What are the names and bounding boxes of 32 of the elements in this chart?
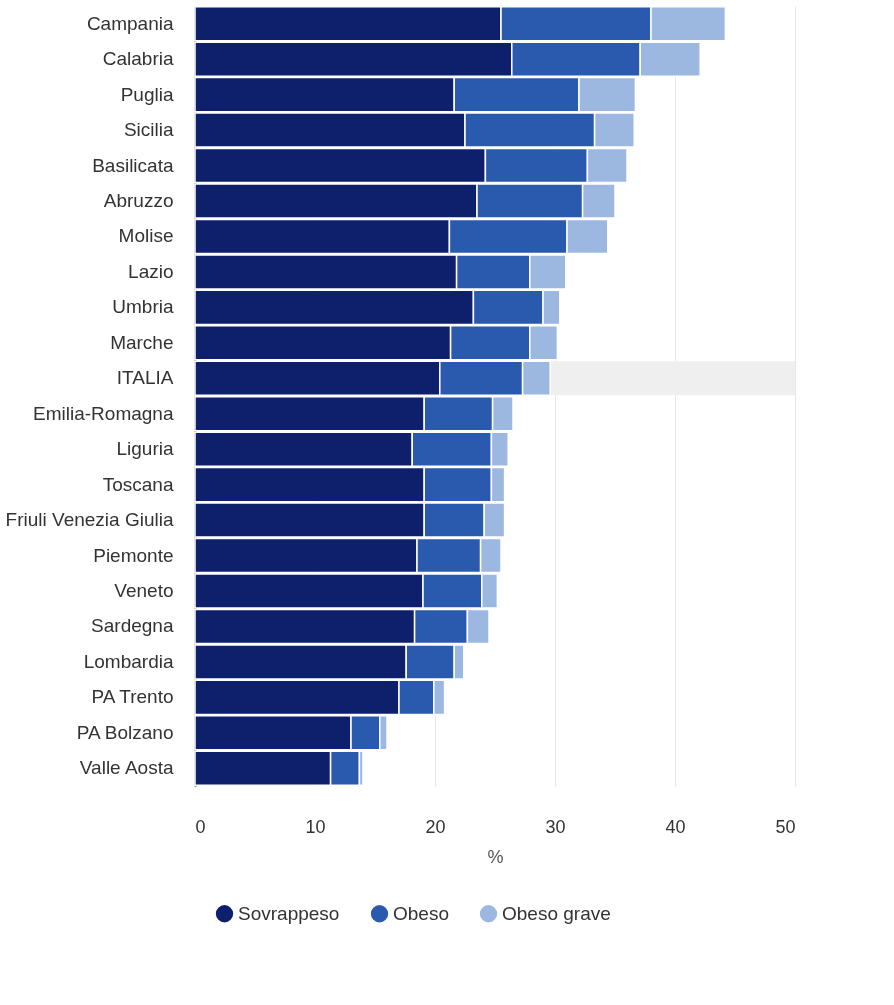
x-tick-label: 20: [425, 816, 446, 837]
y-tick-label: Sardegna: [91, 615, 174, 637]
x-axis-title: %: [487, 846, 504, 867]
y-tick-label: Basilicata: [92, 154, 174, 176]
y-tick-label: PA Trento: [91, 686, 174, 708]
y-tick-label: Puglia: [120, 83, 174, 105]
x-tick-label: 50: [775, 816, 796, 837]
y-tick-label: Valle Aosta: [79, 757, 174, 779]
x-tick-label: 30: [545, 816, 566, 837]
y-tick-label: Emilia-Romagna: [33, 402, 174, 424]
y-tick-label: Friuli Venezia Giulia: [5, 509, 174, 531]
x-tick-label: 0: [195, 816, 206, 837]
y-tick-label: Toscana: [102, 473, 174, 495]
y-tick-label: Veneto: [114, 580, 174, 601]
y-tick-label: Liguria: [116, 438, 174, 460]
y-tick-label: Molise: [118, 225, 174, 247]
y-tick-label: Sicilia: [123, 119, 174, 141]
x-tick-label: 40: [665, 816, 686, 837]
y-tick-label: Piemonte: [93, 544, 174, 566]
y-tick-label: Umbria: [112, 296, 174, 318]
y-tick-label: PA Bolzano: [76, 721, 174, 743]
y-tick-label: Campania: [86, 12, 174, 34]
x-tick-label: 10: [305, 816, 326, 837]
y-tick-label: Calabria: [102, 48, 174, 70]
legend-label: Sovrappeso: [238, 902, 340, 924]
y-tick-label: Lombardia: [83, 650, 174, 672]
legend-label: Obeso grave: [502, 902, 611, 924]
y-tick-label: Lazio: [128, 260, 174, 282]
legend-label: Obeso: [393, 902, 449, 924]
y-tick-label: Marche: [110, 331, 174, 353]
y-tick-label: ITALIA: [116, 367, 174, 389]
y-tick-label: Abruzzo: [103, 190, 174, 211]
